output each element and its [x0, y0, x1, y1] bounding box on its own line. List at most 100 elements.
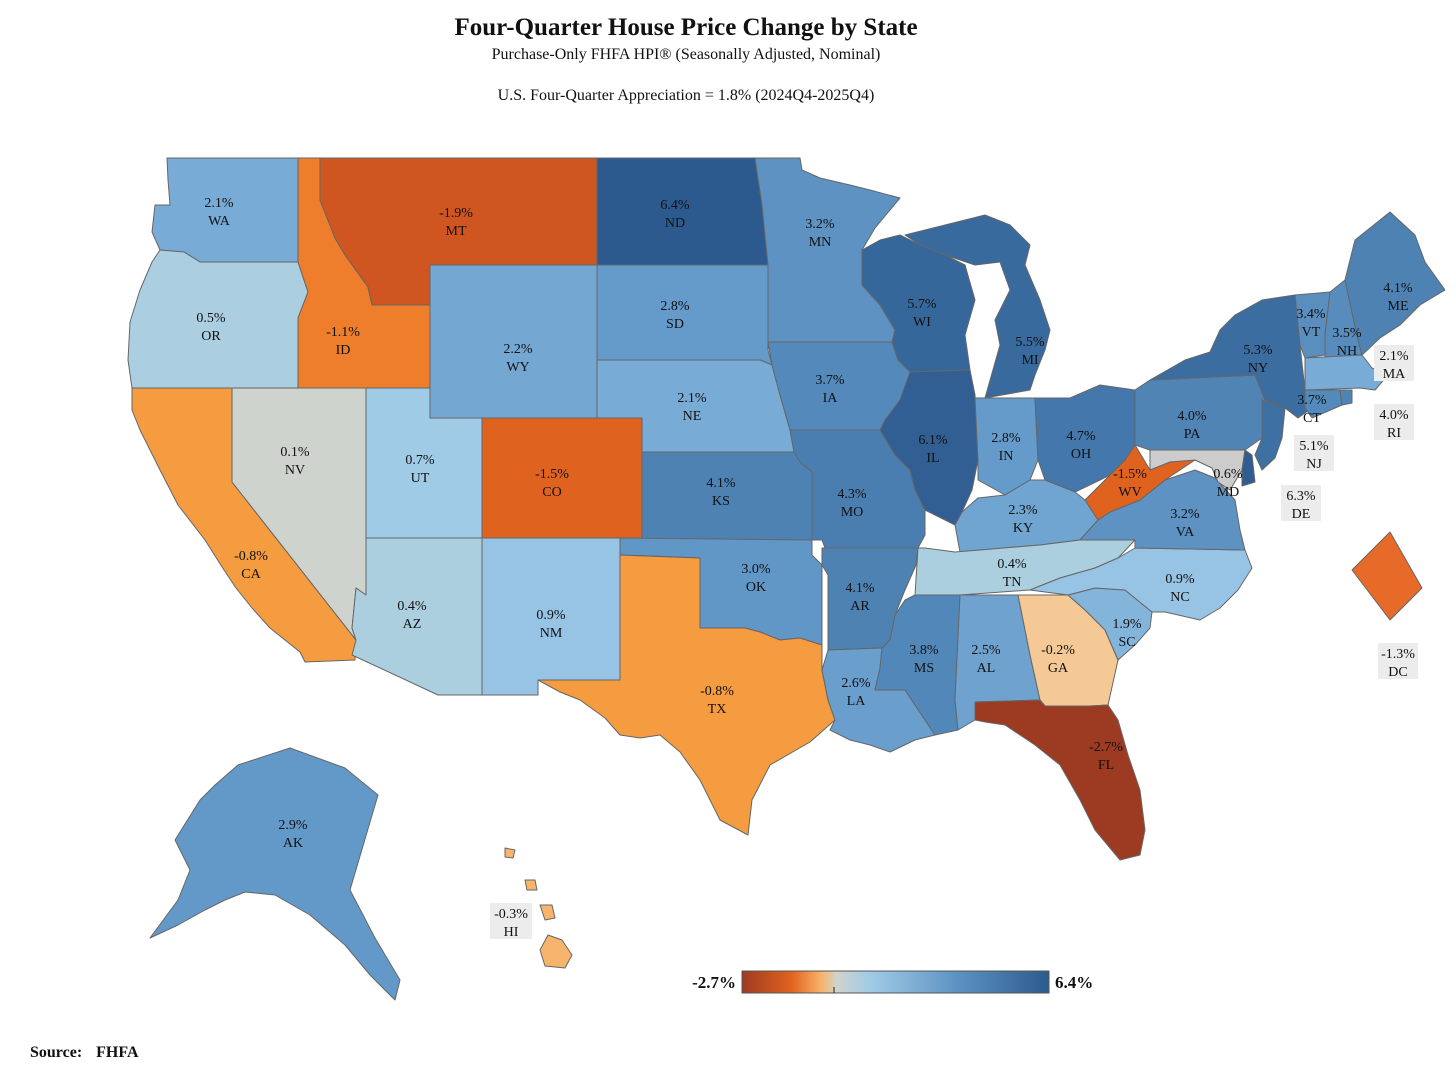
state-value-KY: 2.3% — [1008, 503, 1038, 518]
state-abbr-CT: CT — [1303, 411, 1321, 426]
label-box-RI — [1374, 404, 1414, 440]
state-value-PA: 4.0% — [1177, 409, 1207, 424]
state-abbr-MS: MS — [914, 661, 934, 676]
state-value-NM: 0.9% — [536, 608, 566, 623]
state-abbr-NY: NY — [1248, 361, 1268, 376]
state-value-NE: 2.1% — [677, 391, 707, 406]
state-value-VT: 3.4% — [1296, 307, 1326, 322]
state-abbr-MD: MD — [1217, 485, 1240, 500]
state-abbr-NJ: NJ — [1306, 457, 1322, 472]
state-abbr-NH: NH — [1337, 344, 1357, 359]
state-abbr-NC: NC — [1170, 590, 1189, 605]
label-box-NJ — [1294, 435, 1334, 471]
label-box-HI — [490, 903, 532, 939]
state-NC[interactable] — [1029, 547, 1253, 621]
state-abbr-AK: AK — [283, 836, 303, 851]
map-subtitle: Purchase-Only FHFA HPI® (Seasonally Adju… — [491, 46, 881, 63]
state-abbr-LA: LA — [847, 694, 867, 709]
state-value-DE: 6.3% — [1286, 489, 1316, 504]
state-abbr-TX: TX — [708, 702, 727, 717]
state-value-NJ: 5.1% — [1299, 439, 1329, 454]
label-box-MA — [1374, 345, 1414, 381]
state-value-MI: 5.5% — [1015, 335, 1045, 350]
state-value-IA: 3.7% — [815, 373, 845, 388]
state-abbr-UT: UT — [411, 471, 430, 486]
state-value-OR: 0.5% — [196, 311, 226, 326]
state-HI-kauai[interactable] — [504, 847, 516, 859]
state-value-OK: 3.0% — [741, 562, 771, 577]
source-label: Source: — [30, 1044, 83, 1061]
state-FL[interactable] — [974, 699, 1146, 861]
state-AK[interactable] — [149, 747, 401, 1001]
state-SD[interactable] — [596, 264, 773, 366]
state-value-MS: 3.8% — [909, 643, 939, 658]
state-value-NC: 0.9% — [1165, 572, 1195, 587]
state-abbr-IA: IA — [823, 391, 839, 406]
state-value-MT: -1.9% — [439, 206, 473, 221]
state-value-OH: 4.7% — [1066, 429, 1096, 444]
state-value-CT: 3.7% — [1297, 393, 1327, 408]
state-value-WA: 2.1% — [204, 196, 234, 211]
state-abbr-ND: ND — [665, 216, 685, 231]
state-abbr-CO: CO — [542, 485, 561, 500]
state-value-AZ: 0.4% — [397, 599, 427, 614]
state-abbr-ID: ID — [336, 343, 351, 358]
state-abbr-MT: MT — [446, 224, 467, 239]
state-abbr-WV: WV — [1118, 485, 1141, 500]
state-abbr-SC: SC — [1118, 635, 1135, 650]
state-value-MD: 0.6% — [1213, 467, 1243, 482]
state-abbr-OK: OK — [746, 580, 766, 595]
state-abbr-OH: OH — [1071, 447, 1091, 462]
state-value-ID: -1.1% — [326, 325, 360, 340]
state-value-ND: 6.4% — [660, 198, 690, 213]
state-abbr-KS: KS — [712, 494, 730, 509]
state-value-NH: 3.5% — [1332, 326, 1362, 341]
state-abbr-ME: ME — [1388, 299, 1409, 314]
state-value-HI: -0.3% — [494, 907, 528, 922]
state-abbr-MN: MN — [809, 235, 832, 250]
state-abbr-VA: VA — [1176, 525, 1195, 540]
state-abbr-RI: RI — [1387, 426, 1401, 441]
state-abbr-MA: MA — [1383, 367, 1406, 382]
state-value-CO: -1.5% — [535, 467, 569, 482]
state-DE[interactable] — [1241, 449, 1256, 487]
state-value-UT: 0.7% — [405, 453, 435, 468]
state-value-AL: 2.5% — [971, 643, 1001, 658]
state-abbr-NM: NM — [540, 626, 563, 641]
state-HI-maui[interactable] — [539, 904, 556, 921]
state-abbr-WI: WI — [913, 315, 931, 330]
state-abbr-AR: AR — [850, 599, 870, 614]
state-abbr-KY: KY — [1013, 521, 1033, 536]
source-value: FHFA — [96, 1044, 139, 1061]
legend-min-label: -2.7% — [692, 973, 736, 992]
state-abbr-GA: GA — [1048, 661, 1069, 676]
state-abbr-VT: VT — [1302, 325, 1321, 340]
state-abbr-DE: DE — [1292, 507, 1311, 522]
state-value-NV: 0.1% — [280, 445, 310, 460]
state-TX[interactable] — [537, 554, 836, 836]
state-value-WI: 5.7% — [907, 297, 937, 312]
state-HI[interactable] — [539, 934, 573, 969]
state-value-GA: -0.2% — [1041, 643, 1075, 658]
state-NJ[interactable] — [1254, 399, 1286, 471]
state-value-LA: 2.6% — [841, 676, 871, 691]
state-WI[interactable] — [861, 234, 976, 373]
state-abbr-CA: CA — [241, 567, 261, 582]
state-abbr-AL: AL — [977, 661, 996, 676]
state-value-WY: 2.2% — [503, 342, 533, 357]
us-appreciation: U.S. Four-Quarter Appreciation = 1.8% (2… — [497, 87, 875, 104]
state-RI[interactable] — [1339, 389, 1353, 406]
state-value-CA: -0.8% — [234, 549, 268, 564]
state-value-SD: 2.8% — [660, 299, 690, 314]
state-MI[interactable] — [904, 214, 1051, 399]
legend-max-label: 6.4% — [1055, 973, 1093, 992]
map-title: Four-Quarter House Price Change by State — [454, 14, 918, 41]
state-CT[interactable] — [1304, 389, 1343, 419]
state-DC[interactable] — [1351, 531, 1423, 621]
state-HI-oahu[interactable] — [524, 879, 538, 891]
state-abbr-MI: MI — [1021, 353, 1038, 368]
state-abbr-SD: SD — [666, 317, 684, 332]
state-value-MO: 4.3% — [837, 487, 867, 502]
state-abbr-FL: FL — [1098, 758, 1114, 773]
state-value-FL: -2.7% — [1089, 740, 1123, 755]
